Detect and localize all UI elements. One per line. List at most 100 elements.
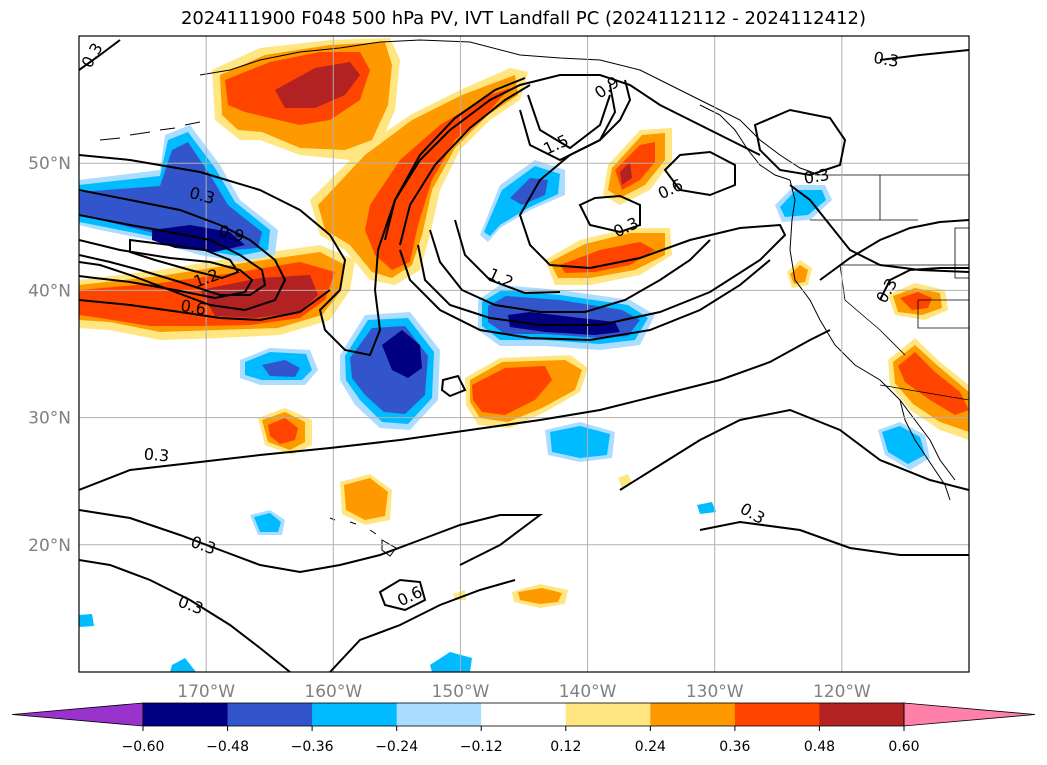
pv-contour-line: [619, 408, 969, 491]
colorbar-segment: [227, 703, 313, 726]
pv-contour-line: [819, 219, 969, 281]
pv-contours: [79, 39, 969, 672]
negative-pv-region: [508, 312, 620, 335]
colorbar-segment: [734, 703, 820, 726]
colorbar-tick-label: 0.36: [719, 739, 750, 755]
map-frame: [78, 35, 970, 673]
pv-contour-line: [663, 150, 736, 197]
colorbar-segment: [650, 703, 736, 726]
aleutian-islands: [99, 121, 201, 141]
lon-tick-label: 140°W: [559, 682, 617, 702]
lat-tick-label: 30°N: [28, 409, 71, 429]
negative-pv-region: [262, 360, 300, 377]
ocean-background: [79, 36, 969, 672]
pv-contour-line: [527, 94, 611, 150]
colorbar-tick-label: 0.24: [635, 739, 666, 755]
negative-pv-region: [550, 426, 610, 458]
colorbar-frame: [142, 702, 905, 727]
state-border: [954, 227, 969, 279]
lat-tick-label: 20°N: [28, 536, 71, 556]
positive-pv-region: [365, 88, 510, 270]
pv-contour-line: [454, 219, 561, 295]
colorbar-segment: [312, 703, 398, 726]
pv-contour-line: [79, 559, 291, 672]
pv-contour-line: [879, 267, 969, 301]
positive-pv-region: [344, 478, 388, 520]
colorbar-segment: [819, 703, 905, 726]
positive-pv-region: [472, 366, 552, 415]
positive-pv-region: [275, 62, 360, 108]
colorbar-segment: [565, 703, 651, 726]
pv-contour-line: [129, 238, 240, 280]
colorbar-segment: [143, 703, 229, 726]
pv-contour-line: [329, 579, 516, 672]
colorbar-segment: [481, 703, 567, 726]
negative-pv-region: [382, 330, 422, 378]
pv-contour-line: [79, 189, 287, 312]
latitude-labels: 50°N 40°N 30°N 20°N: [28, 154, 71, 556]
colorbar-tick-label: −0.24: [375, 739, 418, 755]
pv-contour-line: [378, 578, 427, 612]
lon-tick-label: 170°W: [177, 682, 235, 702]
lon-tick-label: 150°W: [432, 682, 490, 702]
pv-contour-line: [79, 214, 267, 296]
positive-pv-region: [518, 588, 562, 604]
negative-pv-region: [882, 426, 925, 464]
us-mexico-border: [879, 384, 969, 401]
baja-california: [899, 399, 951, 501]
figure-title: 2024111900 F048 500 hPa PV, IVT Landfall…: [180, 8, 867, 29]
pv-contour-line: [699, 520, 969, 556]
pv-contour-line: [399, 84, 531, 246]
pv-contour-line: [79, 39, 121, 71]
colorbar-segment: [396, 703, 482, 726]
pv-contour-line: [79, 289, 331, 322]
colorbar: −0.60 −0.48 −0.36 −0.24 −0.12 0.12 0.24 0.36 0.4…: [11, 702, 1036, 755]
colorbar-tick-label: −0.60: [122, 739, 165, 755]
positive-pv-region: [620, 162, 632, 185]
lat-tick-label: 50°N: [28, 154, 71, 174]
colorbar-extend-high: [903, 702, 1036, 727]
negative-pv-region: [510, 178, 548, 205]
positive-pv-region: [560, 242, 655, 273]
colorbar-tick-label: 0.12: [550, 739, 581, 755]
coastlines: [99, 39, 956, 557]
negative-pv-region: [170, 658, 196, 672]
pv-contour-line: [429, 229, 711, 313]
pv-contour-line: [578, 194, 641, 234]
west-coast-usa: [789, 179, 956, 481]
colorbar-tick-label: −0.36: [291, 739, 334, 755]
colorbar-tick-label: −0.48: [206, 739, 249, 755]
colorbar-extend-low: [11, 702, 144, 727]
political-borders: [810, 174, 969, 401]
alaska-coastline: [199, 39, 821, 176]
pv-contour-line: [384, 77, 526, 241]
negative-pv-region: [254, 513, 281, 532]
lon-tick-label: 130°W: [686, 682, 744, 702]
pv-contour-line: [519, 84, 617, 162]
hawaiian-islands: [329, 517, 397, 557]
colorbar-tick-label: 0.60: [888, 739, 919, 755]
lon-tick-label: 160°W: [304, 682, 362, 702]
positive-pv-region: [268, 418, 298, 444]
contour-label: 0.3: [872, 48, 900, 71]
negative-pv-region: [697, 502, 716, 514]
pv-contour-line: [440, 374, 467, 398]
positive-pv-region: [898, 352, 969, 415]
negative-pv-region: [430, 652, 472, 672]
pv-contour-line: [79, 239, 254, 300]
lon-tick-label: 120°W: [813, 682, 871, 702]
negative-pv-region: [79, 614, 94, 627]
colorbar-tick-label: 0.48: [804, 739, 835, 755]
colorbar-tick-label: −0.12: [460, 739, 503, 755]
pv-contour-line: [399, 249, 771, 342]
contour-label: 0.6: [179, 296, 207, 319]
contour-label: 0.3: [802, 165, 830, 188]
pv-contour-line: [79, 74, 761, 357]
pv-contour-line: [879, 49, 969, 61]
map-area: 0.30.30.91.20.61.50.90.6 0.30.31.2 0.30.30…: [79, 36, 969, 672]
pv-contour-line: [753, 108, 847, 177]
positive-pv-region: [900, 292, 932, 310]
negative-pv-region: [780, 190, 826, 217]
pv-contour-line: [79, 509, 543, 574]
state-border: [917, 300, 969, 329]
